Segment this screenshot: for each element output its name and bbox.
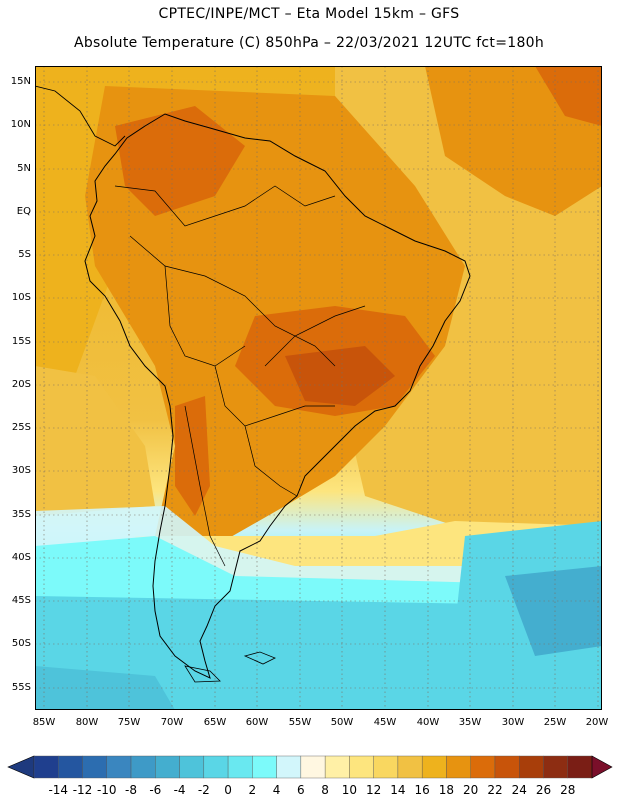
- temperature-map: [35, 66, 602, 710]
- lat-label: 20S: [11, 379, 31, 390]
- lat-label: EQ: [16, 206, 31, 217]
- lat-label: 50S: [11, 638, 31, 649]
- colorbar-swatch: [300, 755, 326, 779]
- colorbar-tick-label: -14: [48, 783, 69, 797]
- colorbar-swatch: [519, 755, 544, 779]
- lon-label: 85W: [32, 717, 56, 728]
- colorbar-tick-label: 6: [297, 783, 305, 797]
- lat-label: 55S: [11, 682, 31, 693]
- colorbar-tick-label: 2: [248, 783, 257, 797]
- lon-label: 40W: [416, 717, 440, 728]
- lon-label: 45W: [373, 717, 397, 728]
- colorbar-swatch: [252, 755, 277, 779]
- colorbar-swatch: [494, 755, 520, 779]
- lon-label: 35W: [458, 717, 482, 728]
- lon-label: 70W: [160, 717, 184, 728]
- lat-label: 30S: [11, 465, 31, 476]
- colorbar-tick-label: 10: [341, 783, 358, 797]
- colorbar-tick-label: 24: [511, 783, 527, 797]
- colorbar-tick-label: 14: [390, 783, 406, 797]
- lat-label: 10S: [11, 292, 31, 303]
- lon-label: 30W: [501, 717, 525, 728]
- colorbar-tick-label: 4: [272, 783, 281, 797]
- lon-label: 20W: [585, 717, 609, 728]
- colorbar-swatch: [567, 755, 593, 779]
- field-venezuela-hot: [115, 106, 245, 216]
- field-cold-sw: [35, 666, 175, 710]
- colorbar-tick-label: -6: [149, 783, 162, 797]
- colorbar-tick-label: -4: [173, 783, 186, 797]
- title-line-2: Absolute Temperature (C) 850hPa – 22/03/…: [73, 35, 545, 51]
- colorbar-tick-label: 20: [463, 783, 479, 797]
- borders: [114, 185, 366, 567]
- field-pacific-cool: [35, 366, 155, 516]
- colorbar-tick-label: 12: [366, 783, 382, 797]
- colorbar-swatch: [324, 755, 350, 779]
- coastline-south-america: [84, 113, 471, 679]
- colorbar-swatch: [227, 755, 253, 779]
- colorbar-swatch: [155, 755, 180, 779]
- lon-label: 80W: [75, 717, 99, 728]
- field-hotter-core: [285, 346, 395, 406]
- colorbar-tick-label: -10: [96, 783, 117, 797]
- colorbar-swatch: [58, 755, 83, 779]
- colorbar-swatch: [446, 755, 471, 779]
- lat-label: 25S: [11, 422, 31, 433]
- colorbar-swatch: [203, 755, 229, 779]
- colorbar-tick-label: -2: [197, 783, 210, 797]
- colorbar-tick-label: 26: [535, 783, 552, 797]
- colorbar-swatch: [397, 755, 423, 779]
- falkland-islands: [243, 651, 276, 665]
- field-cold-core: [505, 566, 602, 656]
- lat-label: 10N: [10, 119, 31, 130]
- colorbar-high-arrow: [591, 755, 613, 779]
- field-andes-hot: [175, 396, 210, 516]
- colorbar-swatch: [349, 755, 374, 779]
- tierra-del-fuego: [184, 665, 221, 683]
- colorbar-low-arrow: [7, 755, 35, 779]
- colorbar-swatch: [130, 755, 156, 779]
- colorbar-swatch: [82, 755, 107, 779]
- lat-label: 35S: [11, 509, 31, 520]
- title-line-1: CPTEC/INPE/MCT – Eta Model 15km – GFS: [158, 6, 460, 22]
- colorbar-swatch: [106, 755, 132, 779]
- colorbar: [7, 755, 613, 779]
- colorbar-tick-label: 18: [438, 783, 455, 797]
- lon-label: 65W: [203, 717, 227, 728]
- colorbar-tick-label: 28: [560, 783, 576, 797]
- graticule: [35, 66, 602, 710]
- coastline-central-america: [35, 85, 126, 147]
- lat-label: 45S: [11, 595, 31, 606]
- lon-label: 75W: [117, 717, 141, 728]
- colorbar-swatch: [421, 755, 447, 779]
- colorbar-swatch: [276, 755, 302, 779]
- colorbar-swatch: [543, 755, 568, 779]
- colorbar-tick-label: 22: [487, 783, 503, 797]
- colorbar-tick-label: -8: [125, 783, 138, 797]
- lat-label: 15S: [11, 336, 31, 347]
- lat-label: 5S: [18, 249, 31, 260]
- lat-label: 5N: [17, 163, 31, 174]
- colorbar-tick-label: 0: [224, 783, 232, 797]
- lat-label: 40S: [11, 552, 31, 563]
- lon-label: 55W: [288, 717, 312, 728]
- lat-label: 15N: [10, 76, 31, 87]
- lon-label: 60W: [245, 717, 269, 728]
- colorbar-tick-label: 8: [321, 783, 329, 797]
- map-frame: [35, 66, 602, 710]
- colorbar-swatch: [179, 755, 205, 779]
- colorbar-tick-label: -12: [72, 783, 93, 797]
- lon-label: 25W: [543, 717, 567, 728]
- lon-label: 50W: [330, 717, 354, 728]
- colorbar-tick-label: 16: [414, 783, 430, 797]
- colorbar-swatch: [373, 755, 399, 779]
- colorbar-swatch: [470, 755, 496, 779]
- field-hot-ne: [535, 66, 602, 126]
- colorbar-swatch: [33, 755, 59, 779]
